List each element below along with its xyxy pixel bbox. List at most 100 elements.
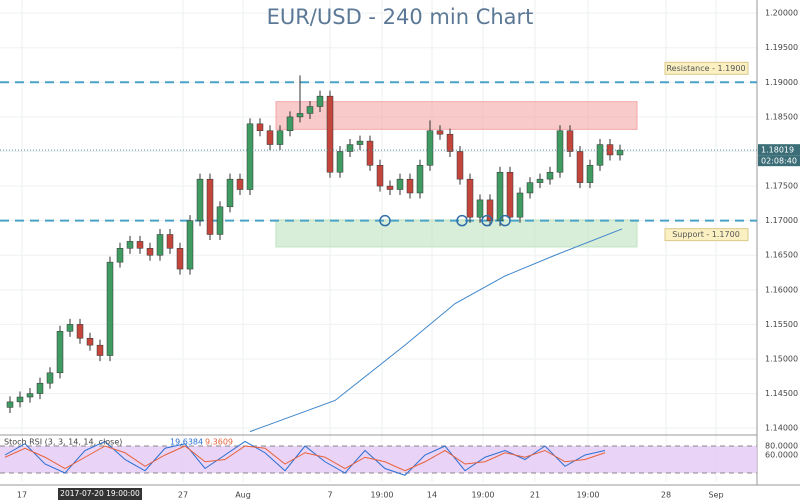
candle-body bbox=[346, 144, 354, 152]
stoch-line bbox=[4, 445, 606, 472]
crosshair-box bbox=[58, 488, 142, 500]
x-tick-label: 7 bbox=[327, 491, 332, 500]
price-tag-label: 1.18019 bbox=[761, 146, 794, 155]
candle-body bbox=[426, 130, 434, 166]
x-tick-label: 19:00 bbox=[471, 491, 494, 500]
candle-body bbox=[96, 344, 104, 356]
candle-body bbox=[276, 130, 284, 145]
candle-body bbox=[326, 95, 334, 173]
x-tick-label: 14 bbox=[427, 491, 437, 500]
stoch-readout: 9.3609 bbox=[205, 438, 233, 447]
candle-body bbox=[316, 95, 324, 107]
candle-body bbox=[86, 337, 94, 346]
y-tick-label: 1.19000 bbox=[765, 78, 798, 87]
y-tick-label: 1.20000 bbox=[765, 9, 798, 18]
candle-body bbox=[406, 178, 414, 194]
candle-body bbox=[306, 106, 314, 114]
candle-body bbox=[566, 130, 574, 152]
candle-body bbox=[136, 241, 144, 249]
candle-body bbox=[476, 199, 484, 218]
countdown-label: 02:08:40 bbox=[761, 157, 797, 166]
price-tag bbox=[758, 144, 800, 156]
candle-body bbox=[156, 234, 164, 256]
candle-body bbox=[46, 372, 54, 384]
touch-marker bbox=[379, 214, 391, 227]
candle-body bbox=[616, 149, 624, 156]
candle-body bbox=[496, 171, 504, 221]
candle-body bbox=[16, 396, 24, 403]
candle-body bbox=[356, 140, 364, 145]
level-label-box bbox=[664, 61, 749, 75]
candle-body bbox=[166, 234, 174, 249]
x-tick-label: Sep bbox=[708, 491, 723, 500]
stoch-y-tick-label: 60.0000 bbox=[765, 451, 798, 460]
candle-body bbox=[596, 144, 604, 166]
candle-body bbox=[226, 178, 234, 208]
candle-body bbox=[456, 151, 464, 180]
candle-body bbox=[186, 220, 194, 270]
candle-body bbox=[586, 165, 594, 183]
candle-body bbox=[506, 171, 514, 218]
countdown-tag bbox=[758, 155, 800, 167]
candle-body bbox=[266, 130, 274, 145]
y-tick-label: 1.17500 bbox=[765, 182, 798, 191]
candle-body bbox=[26, 393, 34, 398]
x-tick-label: 27 bbox=[178, 491, 188, 500]
candle-body bbox=[56, 331, 64, 374]
stoch-readout: 19.6384 bbox=[170, 438, 203, 447]
y-tick-label: 1.18500 bbox=[765, 112, 798, 121]
candle-body bbox=[116, 248, 124, 263]
candle-body bbox=[66, 324, 74, 332]
candle-body bbox=[36, 382, 44, 394]
stoch-line bbox=[4, 440, 606, 476]
candle-body bbox=[206, 178, 214, 235]
candle-body bbox=[196, 178, 204, 221]
candle-body bbox=[366, 140, 374, 166]
chart-title: EUR/USD - 240 min Chart bbox=[267, 5, 534, 29]
y-tick-label: 1.15500 bbox=[765, 320, 798, 329]
level-label-box bbox=[664, 228, 749, 242]
x-tick-label: 21 bbox=[530, 491, 540, 500]
touch-marker bbox=[456, 214, 468, 227]
x-tick-label: 19:00 bbox=[370, 491, 393, 500]
candle-body bbox=[526, 182, 534, 194]
candle-body bbox=[436, 130, 444, 135]
candle-body bbox=[176, 248, 184, 270]
candle-body bbox=[106, 261, 114, 356]
moving-average bbox=[249, 228, 623, 433]
candle-body bbox=[296, 113, 304, 118]
candle-body bbox=[376, 165, 384, 187]
stoch-y-tick-label: 80.0000 bbox=[765, 442, 798, 451]
touch-marker bbox=[481, 214, 493, 227]
candle-body bbox=[76, 324, 84, 339]
candle-body bbox=[216, 206, 224, 235]
zone bbox=[275, 219, 638, 248]
candle-body bbox=[256, 123, 264, 131]
candle-body bbox=[246, 123, 254, 190]
candle-body bbox=[386, 185, 394, 190]
level-label: Support - 1.1700 bbox=[672, 230, 740, 239]
candle-body bbox=[396, 178, 404, 190]
candle-body bbox=[516, 192, 524, 218]
y-tick-label: 1.14500 bbox=[765, 389, 798, 398]
level-label: Resistance - 1.1900 bbox=[666, 64, 745, 73]
candle-body bbox=[576, 151, 584, 183]
y-tick-label: 1.15000 bbox=[765, 354, 798, 363]
candle-body bbox=[416, 165, 424, 194]
crosshair-label: 2017-07-20 19:00:00 bbox=[60, 489, 140, 498]
x-tick-label: 19:00 bbox=[576, 491, 599, 500]
x-tick-label: 17 bbox=[17, 491, 27, 500]
zone bbox=[275, 101, 638, 130]
stoch-band bbox=[0, 446, 757, 473]
candle-body bbox=[286, 116, 294, 131]
candle-body bbox=[336, 151, 344, 173]
y-tick-label: 1.17000 bbox=[765, 216, 798, 225]
candle-body bbox=[556, 130, 564, 173]
candle-body bbox=[536, 178, 544, 183]
y-tick-label: 1.14000 bbox=[765, 424, 798, 433]
candle-body bbox=[546, 171, 554, 180]
stoch-title: Stoch RSI (3, 3, 14, 14, close) bbox=[4, 438, 122, 447]
candle-body bbox=[6, 401, 14, 408]
